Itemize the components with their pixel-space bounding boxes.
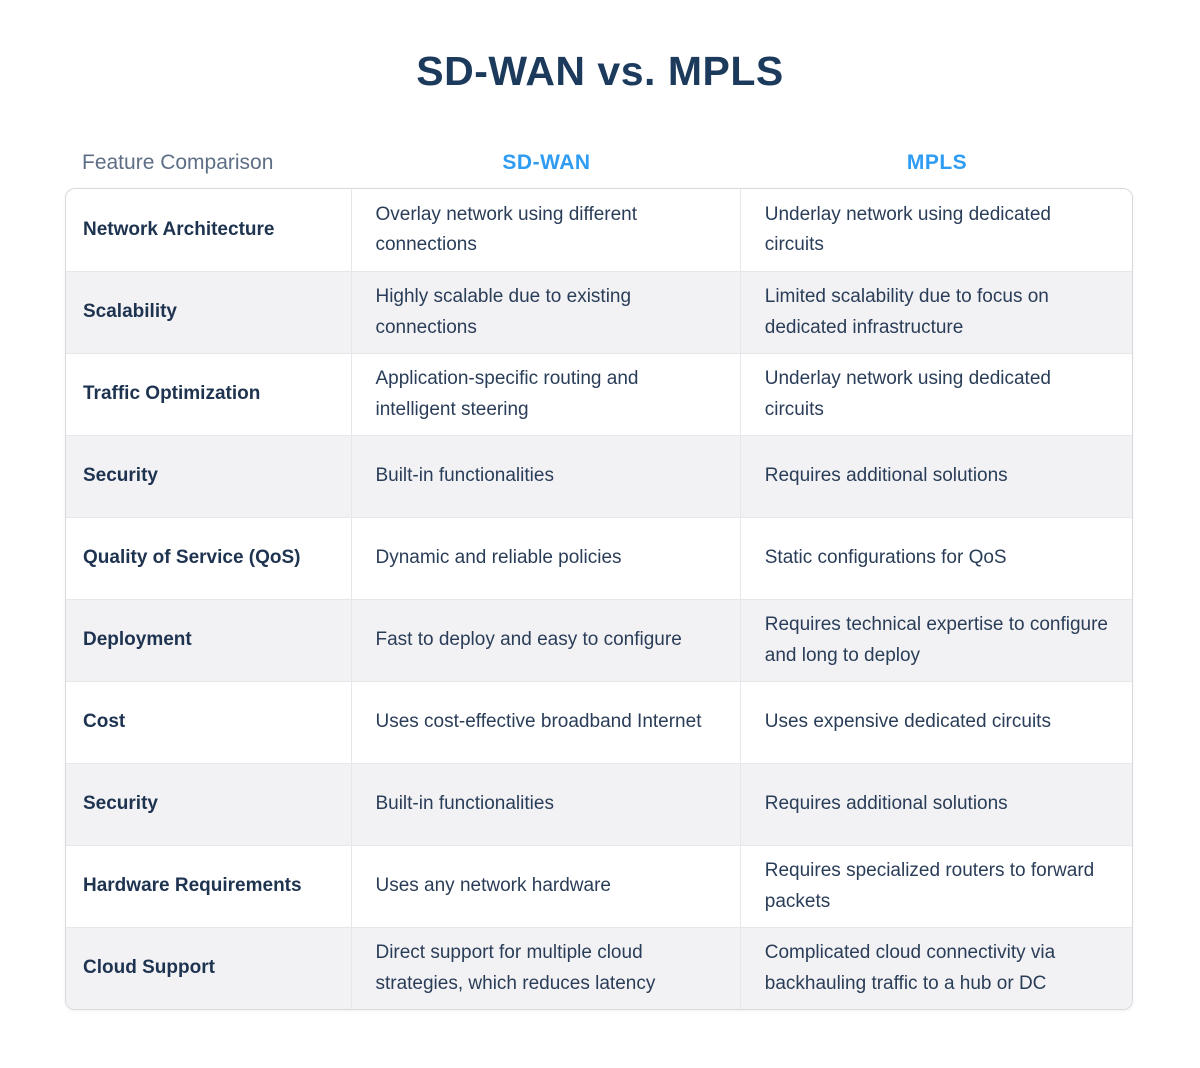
mpls-cell: Requires additional solutions [740,763,1132,845]
sdwan-cell: Built-in functionalities [352,435,741,517]
sdwan-cell: Highly scalable due to existing connecti… [352,271,741,353]
feature-cell: Traffic Optimization [66,353,353,435]
feature-label: Network Architecture [83,218,275,240]
feature-label: Cost [83,711,126,733]
table-row: Scalability Highly scalable due to exist… [66,271,1132,353]
mpls-value: Uses expensive dedicated circuits [764,711,1051,733]
table-row: Cost Uses cost-effective broadband Inter… [66,681,1132,763]
sdwan-cell: Application-specific routing and intelli… [352,353,741,435]
feature-label: Traffic Optimization [83,383,261,405]
mpls-cell: Limited scalability due to focus on dedi… [740,271,1132,353]
feature-label: Deployment [83,629,192,651]
feature-cell: Security [66,763,353,845]
mpls-cell: Requires additional solutions [740,435,1132,517]
sdwan-cell: Overlay network using different connecti… [352,189,741,271]
table-row: Security Built-in functionalities Requir… [66,435,1132,517]
sdwan-value: Direct support for multiple cloud strate… [375,942,656,994]
mpls-value: Complicated cloud connectivity via backh… [764,942,1056,994]
column-header-feature-comparison: Feature Comparison [82,151,274,174]
mpls-value: Requires technical expertise to configur… [764,614,1108,666]
mpls-value: Limited scalability due to focus on dedi… [764,286,1049,338]
sdwan-cell: Dynamic and reliable policies [352,517,741,599]
mpls-value: Static configurations for QoS [764,547,1007,569]
feature-cell: Scalability [66,271,353,353]
feature-label: Security [83,793,158,815]
feature-label: Cloud Support [83,957,215,979]
sdwan-value: Application-specific routing and intelli… [375,368,639,420]
table-row: Quality of Service (QoS) Dynamic and rel… [66,517,1132,599]
sdwan-cell: Built-in functionalities [352,763,741,845]
sdwan-value: Uses any network hardware [375,875,611,897]
feature-label: Scalability [83,301,177,323]
mpls-cell: Underlay network using dedicated circuit… [740,353,1132,435]
feature-cell: Hardware Requirements [66,845,353,927]
table-row: Cloud Support Direct support for multipl… [66,927,1132,1009]
sdwan-value: Built-in functionalities [375,465,554,487]
mpls-cell: Uses expensive dedicated circuits [740,681,1132,763]
feature-cell: Deployment [66,599,353,681]
sdwan-value: Uses cost-effective broadband Internet [375,711,702,733]
sdwan-value: Overlay network using different connecti… [375,203,638,255]
feature-cell: Network Architecture [66,189,353,271]
mpls-cell: Complicated cloud connectivity via backh… [740,927,1132,1009]
feature-label: Security [83,465,158,487]
mpls-value: Requires additional solutions [764,465,1008,487]
column-header-mpls: MPLS [906,151,968,174]
sdwan-cell: Direct support for multiple cloud strate… [352,927,741,1009]
feature-label: Quality of Service (QoS) [83,547,301,569]
mpls-value: Underlay network using dedicated circuit… [764,368,1051,420]
feature-cell: Cost [66,681,353,763]
table-row: Network Architecture Overlay network usi… [66,189,1132,271]
feature-label: Hardware Requirements [83,875,302,897]
sdwan-cell: Uses any network hardware [352,845,741,927]
table-row: Hardware Requirements Uses any network h… [66,845,1132,927]
column-header-sdwan: SD-WAN [502,151,591,174]
feature-cell: Quality of Service (QoS) [66,517,353,599]
sdwan-cell: Fast to deploy and easy to configure [352,599,741,681]
mpls-cell: Static configurations for QoS [740,517,1132,599]
table-row: Security Built-in functionalities Requir… [66,763,1132,845]
feature-cell: Cloud Support [66,927,353,1009]
table-row: Deployment Fast to deploy and easy to co… [66,599,1132,681]
sdwan-value: Fast to deploy and easy to configure [375,629,682,651]
mpls-value: Requires specialized routers to forward … [764,860,1095,912]
sdwan-cell: Uses cost-effective broadband Internet [352,681,741,763]
sdwan-value: Built-in functionalities [375,793,554,815]
mpls-cell: Requires specialized routers to forward … [740,845,1132,927]
page-title: SD-WAN vs. MPLS [416,48,784,94]
sdwan-value: Dynamic and reliable policies [375,547,622,569]
comparison-table: Network Architecture Overlay network usi… [65,188,1133,1010]
table-header-row: Feature Comparison SD-WAN MPLS [65,151,1133,175]
mpls-value: Underlay network using dedicated circuit… [764,203,1051,255]
mpls-cell: Underlay network using dedicated circuit… [741,189,1132,271]
table-row: Traffic Optimization Application-specifi… [66,353,1132,435]
sdwan-value: Highly scalable due to existing connecti… [375,286,632,338]
mpls-value: Requires additional solutions [764,793,1008,815]
mpls-cell: Requires technical expertise to configur… [740,599,1132,681]
feature-cell: Security [66,435,353,517]
